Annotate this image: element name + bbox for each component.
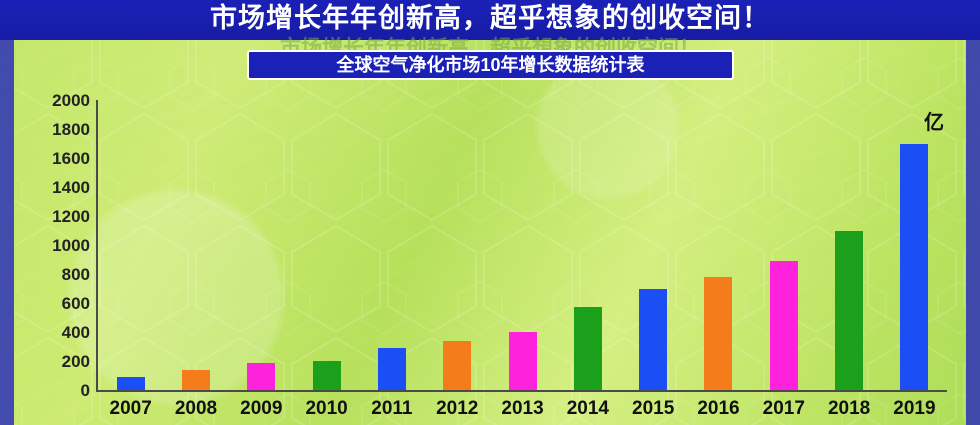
bar-cell	[294, 100, 359, 390]
bar-cell	[98, 100, 163, 390]
x-tick-2017: 2017	[762, 398, 805, 419]
x-tick-2009: 2009	[240, 398, 283, 419]
left-edge-bar	[0, 0, 14, 425]
bar-2013	[508, 332, 537, 390]
y-tick-label: 2000	[52, 91, 90, 110]
bar-2010	[312, 361, 341, 390]
bar-2017	[769, 260, 798, 390]
x-tick-2011: 2011	[371, 398, 413, 419]
bar-2011	[377, 347, 406, 390]
y-tick-label: 0	[80, 381, 90, 400]
bar-2008	[181, 369, 210, 390]
bar-cell	[425, 100, 490, 390]
unit-label: 亿	[924, 112, 944, 134]
bar-series	[98, 100, 947, 390]
bar-2014	[573, 306, 602, 390]
y-tick-label: 1400	[52, 178, 90, 197]
x-tick-2010: 2010	[305, 398, 348, 419]
x-tick-2013: 2013	[501, 398, 544, 419]
bar-cell	[490, 100, 555, 390]
bar-2012	[443, 340, 472, 390]
y-tick-label: 1600	[52, 149, 90, 168]
y-tick-label: 1800	[52, 120, 90, 139]
y-axis-line	[96, 100, 98, 392]
bar-2007	[116, 376, 145, 390]
title-band	[0, 0, 980, 40]
bar-cell	[621, 100, 686, 390]
bar-2019	[900, 143, 929, 390]
subtitle-box: 全球空气净化市场10年增长数据统计表	[247, 50, 734, 80]
x-axis-line	[96, 390, 947, 392]
y-tick-label: 600	[61, 294, 90, 313]
bar-cell	[229, 100, 294, 390]
bar-cell	[686, 100, 751, 390]
subtitle-text: 全球空气净化市场10年增长数据统计表	[336, 55, 645, 75]
bar-cell	[555, 100, 620, 390]
bar-cell	[882, 100, 947, 390]
x-tick-2019: 2019	[893, 398, 936, 419]
bar-cell	[751, 100, 816, 390]
bar-cell	[163, 100, 228, 390]
y-tick-label: 400	[61, 323, 90, 342]
y-tick-label: 800	[61, 265, 90, 284]
x-tick-2018: 2018	[827, 398, 871, 419]
bar-cell	[359, 100, 424, 390]
bar-2015	[639, 288, 668, 390]
page-title: 市场增长年年创新高，超乎想象的创收空间！	[210, 3, 770, 33]
bar-2016	[704, 276, 733, 390]
right-edge-bar	[966, 0, 980, 425]
y-tick-label: 1200	[52, 207, 90, 226]
y-axis-tick-labels: 0 200 400 600 800 1000 1200 1400 1600 1800 2000	[18, 91, 90, 400]
bar-cell	[816, 100, 881, 390]
bar-2018	[835, 230, 864, 390]
x-tick-2007: 2007	[109, 398, 152, 419]
x-tick-2008: 2008	[174, 398, 218, 419]
y-tick-label: 200	[61, 352, 90, 371]
x-tick-2012: 2012	[436, 398, 479, 419]
y-tick-label: 1000	[52, 236, 90, 255]
x-axis-tick-labels: 2007 2008 2009 2010 2011 2012 2013 2014 2015 2016…	[98, 396, 947, 424]
x-tick-2016: 2016	[697, 398, 740, 419]
bar-2009	[247, 363, 276, 390]
x-tick-2015: 2015	[632, 398, 675, 419]
x-tick-2014: 2014	[566, 398, 609, 419]
